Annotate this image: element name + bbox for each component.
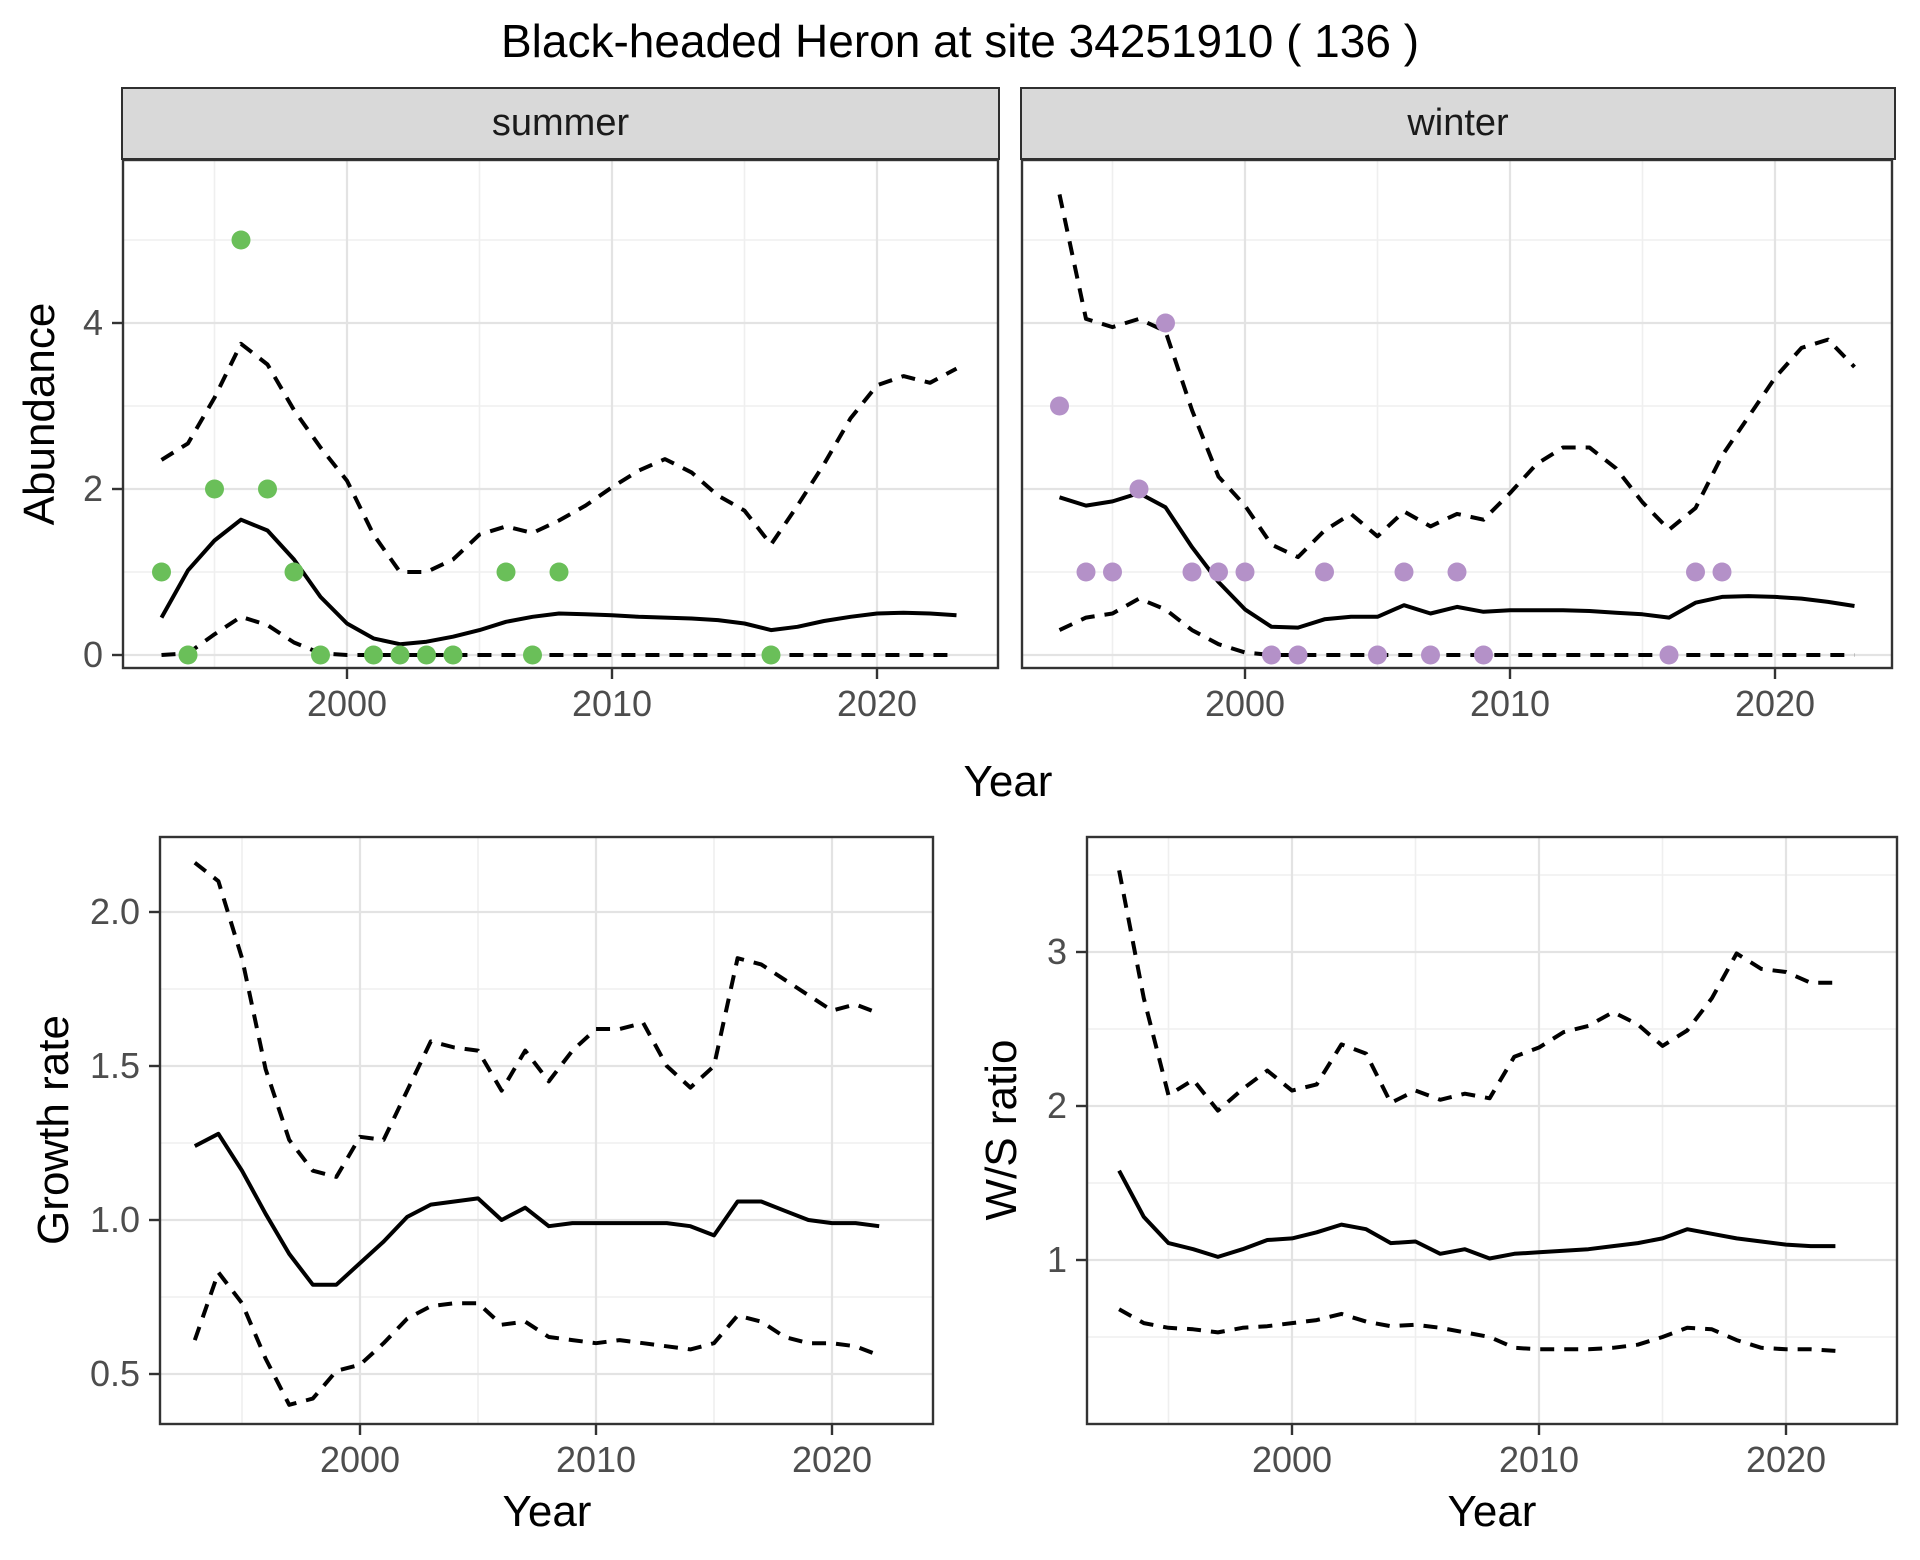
data-point <box>443 645 463 665</box>
facet-strip-winter: winter <box>1020 87 1896 160</box>
data-point <box>1182 562 1202 582</box>
data-point <box>496 562 516 582</box>
panel-abundance-winter <box>1022 160 1892 668</box>
growth-rate-upper_ci-line <box>193 861 880 1179</box>
data-point <box>1659 645 1679 665</box>
data-point <box>311 645 330 665</box>
data-point <box>205 479 224 499</box>
data-point <box>1156 313 1175 333</box>
x-tick-label: 2000 <box>1205 683 1285 724</box>
ws-ratio-fit-line <box>1117 1169 1836 1261</box>
abundance-summer-upper_ci-line <box>160 341 958 574</box>
y-tick-label: 0 <box>83 634 103 675</box>
data-point <box>1474 645 1493 665</box>
data-point <box>1050 396 1069 416</box>
x-tick-label: 2010 <box>1499 1439 1579 1480</box>
y-tick-label: 2 <box>83 468 103 509</box>
data-point <box>1315 562 1334 582</box>
abundance-winter-upper_ci-line <box>1057 193 1856 560</box>
data-point <box>523 645 542 665</box>
y-axis-title-ws-ratio: W/S ratio <box>977 1039 1026 1221</box>
data-point <box>231 230 251 250</box>
data-point <box>1712 562 1732 582</box>
x-tick-label: 2010 <box>1470 683 1550 724</box>
abundance-winter-lower_ci-line <box>1058 596 1855 657</box>
x-axis-title-year-top: Year <box>963 757 1053 806</box>
data-point <box>1209 562 1228 582</box>
data-point <box>364 645 383 665</box>
y-tick-label: 0.5 <box>90 1353 140 1394</box>
y-tick-label: 2.0 <box>90 891 140 932</box>
x-tick-label: 2020 <box>1735 683 1815 724</box>
abundance-winter-fit-line <box>1058 491 1855 630</box>
x-tick-label: 2020 <box>1746 1439 1826 1480</box>
data-point <box>1129 479 1149 499</box>
abundance-summer-fit-line <box>159 517 957 647</box>
x-axis-title-year-bottom-left: Year <box>502 1487 592 1536</box>
y-tick-label: 1.5 <box>90 1045 140 1086</box>
y-axis-title-growth-rate: Growth rate <box>29 1015 78 1245</box>
figure-title: Black-headed Heron at site 34251910 ( 13… <box>500 15 1420 67</box>
data-point <box>1686 562 1705 582</box>
y-tick-label: 3 <box>1047 931 1067 972</box>
data-point <box>1368 645 1387 665</box>
growth-rate-lower_ci-line <box>192 1270 880 1407</box>
ws-ratio-upper_ci-line <box>1117 870 1836 1113</box>
data-point <box>152 562 171 582</box>
data-point <box>1288 645 1308 665</box>
y-tick-label: 4 <box>83 302 103 343</box>
data-point <box>178 645 198 665</box>
panel-abundance-summer <box>123 160 998 668</box>
facet-label-winter: winter <box>1407 102 1509 144</box>
x-tick-label: 2020 <box>792 1439 872 1480</box>
y-tick-label: 1.0 <box>90 1199 140 1240</box>
data-point <box>1394 562 1414 582</box>
abundance-summer-lower_ci-line <box>161 614 957 657</box>
panel-border <box>1085 835 1899 1426</box>
data-point <box>761 645 781 665</box>
data-point <box>549 562 569 582</box>
panel-border <box>121 158 1000 670</box>
panel-border <box>1020 158 1894 670</box>
panel-ws-ratio <box>1087 837 1897 1424</box>
y-tick-label: 2 <box>1047 1085 1067 1126</box>
facet-strip-summer: summer <box>121 87 1000 160</box>
data-point <box>417 645 436 665</box>
x-axis-title-year-bottom-right: Year <box>1447 1487 1537 1536</box>
y-axis-title-abundance: Abundance <box>15 302 64 526</box>
panel-border <box>158 835 935 1426</box>
data-point <box>1262 645 1281 665</box>
growth-rate-fit-line <box>193 1131 880 1287</box>
y-tick-label: 1 <box>1047 1239 1067 1280</box>
x-tick-label: 2010 <box>556 1439 636 1480</box>
data-point <box>1421 645 1440 665</box>
x-tick-label: 2000 <box>320 1439 400 1480</box>
panel-growth-rate <box>160 837 933 1424</box>
x-tick-label: 2000 <box>307 683 387 724</box>
ws-ratio-lower_ci-line <box>1118 1307 1836 1353</box>
data-point <box>390 645 410 665</box>
data-point <box>284 562 304 582</box>
facet-label-summer: summer <box>491 102 630 144</box>
data-point <box>1076 562 1096 582</box>
x-tick-label: 2020 <box>837 683 917 724</box>
data-point <box>1447 562 1467 582</box>
data-point <box>258 479 277 499</box>
data-point <box>1235 562 1255 582</box>
x-tick-label: 2000 <box>1252 1439 1332 1480</box>
x-tick-label: 2010 <box>572 683 652 724</box>
data-point <box>1103 562 1122 582</box>
